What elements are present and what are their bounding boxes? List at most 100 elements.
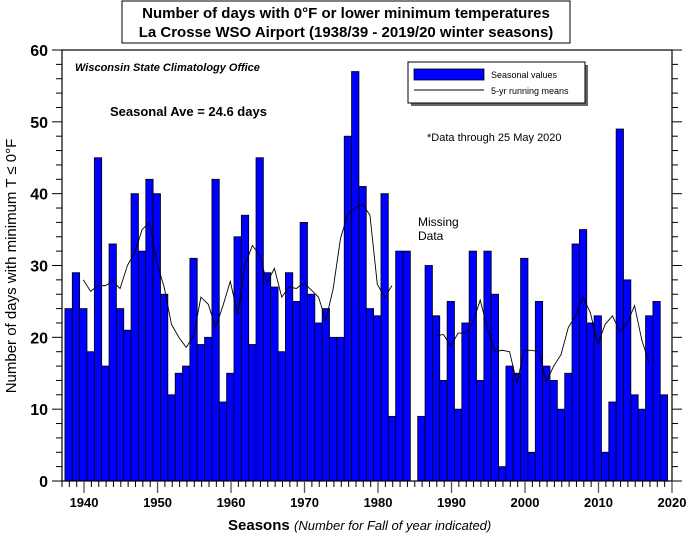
bar-1945 bbox=[115, 308, 125, 482]
bar-1958 bbox=[211, 178, 220, 482]
bar-1959 bbox=[218, 401, 228, 482]
bar-2018 bbox=[652, 301, 661, 482]
y-tick-label: 30 bbox=[30, 259, 48, 276]
running-mean-segment bbox=[435, 295, 650, 384]
bar-2007 bbox=[571, 243, 580, 482]
bar-2015 bbox=[630, 394, 639, 482]
y-tick-label: 50 bbox=[30, 115, 48, 132]
bar-1956 bbox=[196, 344, 205, 482]
bar-1951 bbox=[160, 293, 169, 482]
bar-2002 bbox=[534, 301, 544, 482]
bar-2006 bbox=[564, 372, 573, 482]
bar-1994 bbox=[476, 380, 485, 482]
bar-1968 bbox=[285, 272, 294, 482]
bar-1980 bbox=[373, 315, 382, 482]
bar-1960 bbox=[226, 372, 235, 482]
chart-title-line-2: La Crosse WSO Airport (1938/39 - 2019/20… bbox=[139, 24, 554, 41]
bar-1939 bbox=[71, 272, 81, 482]
bar-1984 bbox=[402, 250, 411, 482]
bar-1998 bbox=[505, 365, 514, 482]
bar-1977 bbox=[351, 71, 360, 482]
bar-2016 bbox=[637, 408, 646, 482]
bar-2009 bbox=[586, 322, 595, 482]
bar-2010 bbox=[593, 315, 602, 482]
bar-1974 bbox=[329, 336, 338, 482]
x-tick-label: 1980 bbox=[364, 495, 393, 510]
bar-1946 bbox=[123, 329, 132, 482]
bar-1982 bbox=[387, 415, 397, 482]
bar-1957 bbox=[204, 336, 213, 482]
bar-2003 bbox=[542, 365, 551, 482]
x-axis-label: Seasons bbox=[228, 517, 290, 534]
bar-2017 bbox=[645, 315, 654, 482]
bar-1969 bbox=[292, 301, 301, 482]
bar-2013 bbox=[615, 128, 624, 482]
bar-1976 bbox=[343, 135, 352, 482]
chart-title-line-1: Number of days with 0°F or lower minimum… bbox=[142, 5, 550, 22]
bar-1953 bbox=[174, 372, 183, 482]
bar-1970 bbox=[299, 221, 308, 482]
legend-box bbox=[407, 61, 586, 104]
bar-2001 bbox=[527, 451, 536, 482]
bar-1979 bbox=[365, 308, 375, 482]
bar-1986 bbox=[417, 415, 426, 482]
bar-1952 bbox=[167, 394, 176, 482]
bar-2004 bbox=[549, 380, 558, 482]
bar-1993 bbox=[468, 250, 477, 482]
bar-1991 bbox=[454, 408, 463, 482]
bar-1961 bbox=[233, 236, 242, 482]
x-tick-label: 2010 bbox=[584, 495, 613, 510]
bar-1987 bbox=[424, 265, 433, 482]
bar-1989 bbox=[439, 380, 448, 482]
bar-1954 bbox=[182, 365, 191, 482]
x-tick-label: 1960 bbox=[217, 495, 246, 510]
bar-1983 bbox=[395, 250, 404, 482]
source-annotation: Wisconsin State Climatology Office bbox=[75, 62, 260, 74]
bar-2014 bbox=[623, 279, 632, 482]
bar-1941 bbox=[86, 351, 95, 482]
bar-1966 bbox=[270, 286, 279, 482]
bar-1962 bbox=[240, 214, 250, 482]
x-tick-label: 1950 bbox=[143, 495, 172, 510]
bar-1992 bbox=[461, 322, 470, 482]
bar-1943 bbox=[101, 365, 110, 482]
missing-data-label-line-1: Missing bbox=[418, 215, 459, 229]
bar-2019 bbox=[659, 394, 668, 482]
x-tick-label: 1970 bbox=[290, 495, 319, 510]
bar-1964 bbox=[255, 157, 264, 482]
average-annotation: Seasonal Ave = 24.6 days bbox=[110, 104, 267, 119]
bar-1963 bbox=[248, 344, 257, 482]
y-axis-label: Number of days with minimum T ≤ 0°F bbox=[3, 139, 20, 394]
bars bbox=[64, 71, 668, 482]
bar-1988 bbox=[432, 315, 441, 482]
y-tick-label: 0 bbox=[39, 474, 48, 491]
x-tick-label: 2000 bbox=[511, 495, 540, 510]
y-tick-label: 10 bbox=[30, 402, 48, 419]
x-tick-label: 1990 bbox=[437, 495, 466, 510]
bar-1950 bbox=[152, 193, 161, 482]
bar-1972 bbox=[314, 322, 323, 482]
missing-data-label-line-2: Data bbox=[418, 229, 444, 243]
bar-1938 bbox=[64, 308, 73, 482]
title-box: Number of days with 0°F or lower minimum… bbox=[121, 0, 571, 44]
data-note-annotation: *Data through 25 May 2020 bbox=[427, 132, 562, 144]
bar-1995 bbox=[483, 250, 492, 482]
axes: 0 10 20 30 40 50 60 1940 1950 1960 1970 1980 1990 200… bbox=[30, 43, 686, 510]
bar-1948 bbox=[138, 250, 147, 482]
bar-2005 bbox=[556, 408, 566, 482]
bar-1997 bbox=[498, 466, 507, 482]
bar-2012 bbox=[608, 401, 617, 482]
bar-1990 bbox=[446, 301, 455, 482]
bar-1967 bbox=[277, 351, 286, 482]
bar-1981 bbox=[380, 193, 389, 482]
bar-1944 bbox=[108, 243, 117, 482]
bar-1999 bbox=[512, 372, 522, 482]
bar-1975 bbox=[336, 336, 345, 482]
bar-1955 bbox=[189, 257, 198, 482]
bar-1971 bbox=[307, 293, 316, 482]
running-mean-segment bbox=[82, 203, 393, 349]
y-tick-label: 60 bbox=[30, 43, 48, 60]
legend-label-running-mean: 5-yr running means bbox=[491, 86, 569, 96]
legend: Seasonal values 5-yr running means bbox=[407, 61, 588, 106]
